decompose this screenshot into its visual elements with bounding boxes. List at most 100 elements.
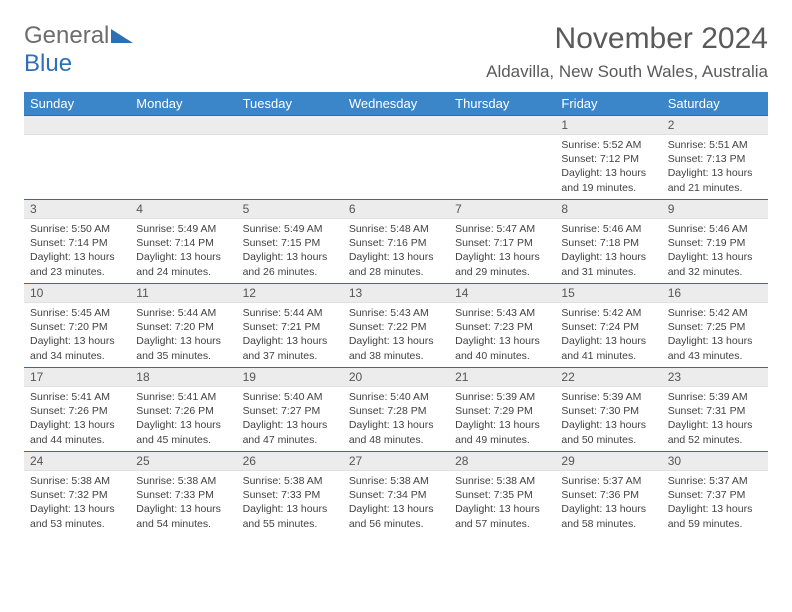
daylight-line2: and 47 minutes.	[243, 433, 337, 447]
daylight-line2: and 35 minutes.	[136, 349, 230, 363]
sunset-text: Sunset: 7:22 PM	[349, 320, 443, 334]
title-block: November 2024 Aldavilla, New South Wales…	[486, 22, 768, 82]
sunrise-text: Sunrise: 5:50 AM	[30, 222, 124, 236]
day-number: 21	[449, 367, 555, 387]
daylight-line1: Daylight: 13 hours	[243, 502, 337, 516]
daylight-line1: Daylight: 13 hours	[136, 502, 230, 516]
sunrise-text: Sunrise: 5:38 AM	[30, 474, 124, 488]
day-number: 15	[555, 283, 661, 303]
calendar-day-cell	[24, 115, 130, 199]
sunset-text: Sunset: 7:20 PM	[136, 320, 230, 334]
day-number: 6	[343, 199, 449, 219]
day-details: Sunrise: 5:41 AMSunset: 7:26 PMDaylight:…	[130, 387, 236, 451]
weekday-header: Sunday	[24, 92, 130, 115]
daylight-line1: Daylight: 13 hours	[349, 502, 443, 516]
day-number: 13	[343, 283, 449, 303]
day-number: 26	[237, 451, 343, 471]
day-details: Sunrise: 5:38 AMSunset: 7:33 PMDaylight:…	[237, 471, 343, 535]
calendar-week-row: 17Sunrise: 5:41 AMSunset: 7:26 PMDayligh…	[24, 367, 768, 451]
calendar-day-cell: 7Sunrise: 5:47 AMSunset: 7:17 PMDaylight…	[449, 199, 555, 283]
calendar-day-cell: 23Sunrise: 5:39 AMSunset: 7:31 PMDayligh…	[662, 367, 768, 451]
day-number: 19	[237, 367, 343, 387]
calendar-week-row: 24Sunrise: 5:38 AMSunset: 7:32 PMDayligh…	[24, 451, 768, 535]
sunset-text: Sunset: 7:24 PM	[561, 320, 655, 334]
sunrise-text: Sunrise: 5:49 AM	[243, 222, 337, 236]
sunrise-text: Sunrise: 5:44 AM	[136, 306, 230, 320]
daylight-line1: Daylight: 13 hours	[30, 502, 124, 516]
daylight-line1: Daylight: 13 hours	[668, 502, 762, 516]
day-details: Sunrise: 5:41 AMSunset: 7:26 PMDaylight:…	[24, 387, 130, 451]
daylight-line2: and 38 minutes.	[349, 349, 443, 363]
daylight-line2: and 37 minutes.	[243, 349, 337, 363]
daylight-line1: Daylight: 13 hours	[455, 250, 549, 264]
daylight-line1: Daylight: 13 hours	[455, 418, 549, 432]
day-number: 25	[130, 451, 236, 471]
daylight-line2: and 52 minutes.	[668, 433, 762, 447]
daylight-line2: and 44 minutes.	[30, 433, 124, 447]
day-details: Sunrise: 5:51 AMSunset: 7:13 PMDaylight:…	[662, 135, 768, 199]
month-title: November 2024	[486, 22, 768, 56]
daylight-line1: Daylight: 13 hours	[136, 334, 230, 348]
sunset-text: Sunset: 7:28 PM	[349, 404, 443, 418]
calendar-week-row: 10Sunrise: 5:45 AMSunset: 7:20 PMDayligh…	[24, 283, 768, 367]
day-details: Sunrise: 5:44 AMSunset: 7:21 PMDaylight:…	[237, 303, 343, 367]
calendar-day-cell: 25Sunrise: 5:38 AMSunset: 7:33 PMDayligh…	[130, 451, 236, 535]
sunset-text: Sunset: 7:17 PM	[455, 236, 549, 250]
calendar-table: SundayMondayTuesdayWednesdayThursdayFrid…	[24, 92, 768, 535]
day-number: 16	[662, 283, 768, 303]
calendar-day-cell	[449, 115, 555, 199]
sunset-text: Sunset: 7:16 PM	[349, 236, 443, 250]
calendar-day-cell: 4Sunrise: 5:49 AMSunset: 7:14 PMDaylight…	[130, 199, 236, 283]
daylight-line2: and 29 minutes.	[455, 265, 549, 279]
day-details: Sunrise: 5:39 AMSunset: 7:31 PMDaylight:…	[662, 387, 768, 451]
day-number: 4	[130, 199, 236, 219]
day-details: Sunrise: 5:45 AMSunset: 7:20 PMDaylight:…	[24, 303, 130, 367]
sunrise-text: Sunrise: 5:49 AM	[136, 222, 230, 236]
day-number	[24, 115, 130, 135]
day-details: Sunrise: 5:49 AMSunset: 7:14 PMDaylight:…	[130, 219, 236, 283]
sunrise-text: Sunrise: 5:45 AM	[30, 306, 124, 320]
daylight-line1: Daylight: 13 hours	[668, 334, 762, 348]
daylight-line2: and 24 minutes.	[136, 265, 230, 279]
daylight-line2: and 32 minutes.	[668, 265, 762, 279]
day-number: 30	[662, 451, 768, 471]
day-details: Sunrise: 5:47 AMSunset: 7:17 PMDaylight:…	[449, 219, 555, 283]
day-details: Sunrise: 5:37 AMSunset: 7:36 PMDaylight:…	[555, 471, 661, 535]
day-number	[130, 115, 236, 135]
day-details: Sunrise: 5:42 AMSunset: 7:24 PMDaylight:…	[555, 303, 661, 367]
sunrise-text: Sunrise: 5:52 AM	[561, 138, 655, 152]
day-number: 29	[555, 451, 661, 471]
weekday-header: Tuesday	[237, 92, 343, 115]
daylight-line2: and 45 minutes.	[136, 433, 230, 447]
daylight-line1: Daylight: 13 hours	[455, 502, 549, 516]
calendar-day-cell	[130, 115, 236, 199]
calendar-day-cell	[237, 115, 343, 199]
sunrise-text: Sunrise: 5:39 AM	[668, 390, 762, 404]
sunset-text: Sunset: 7:29 PM	[455, 404, 549, 418]
calendar-day-cell: 12Sunrise: 5:44 AMSunset: 7:21 PMDayligh…	[237, 283, 343, 367]
daylight-line1: Daylight: 13 hours	[561, 334, 655, 348]
daylight-line2: and 57 minutes.	[455, 517, 549, 531]
logo-triangle-icon	[111, 27, 133, 48]
header-row: General Blue November 2024 Aldavilla, Ne…	[24, 22, 768, 82]
day-details: Sunrise: 5:40 AMSunset: 7:27 PMDaylight:…	[237, 387, 343, 451]
daylight-line2: and 50 minutes.	[561, 433, 655, 447]
sunrise-text: Sunrise: 5:47 AM	[455, 222, 549, 236]
sunrise-text: Sunrise: 5:42 AM	[561, 306, 655, 320]
sunrise-text: Sunrise: 5:38 AM	[455, 474, 549, 488]
calendar-day-cell: 22Sunrise: 5:39 AMSunset: 7:30 PMDayligh…	[555, 367, 661, 451]
sunrise-text: Sunrise: 5:37 AM	[561, 474, 655, 488]
calendar-day-cell: 30Sunrise: 5:37 AMSunset: 7:37 PMDayligh…	[662, 451, 768, 535]
location: Aldavilla, New South Wales, Australia	[486, 62, 768, 82]
day-number: 10	[24, 283, 130, 303]
daylight-line1: Daylight: 13 hours	[561, 418, 655, 432]
sunset-text: Sunset: 7:35 PM	[455, 488, 549, 502]
sunrise-text: Sunrise: 5:44 AM	[243, 306, 337, 320]
weekday-header: Monday	[130, 92, 236, 115]
day-details: Sunrise: 5:52 AMSunset: 7:12 PMDaylight:…	[555, 135, 661, 199]
calendar-day-cell: 10Sunrise: 5:45 AMSunset: 7:20 PMDayligh…	[24, 283, 130, 367]
daylight-line1: Daylight: 13 hours	[668, 418, 762, 432]
sunset-text: Sunset: 7:30 PM	[561, 404, 655, 418]
sunset-text: Sunset: 7:23 PM	[455, 320, 549, 334]
day-number: 28	[449, 451, 555, 471]
